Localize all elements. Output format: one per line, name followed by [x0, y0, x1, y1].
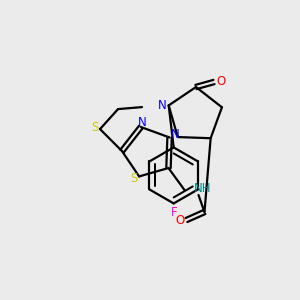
Text: F: F — [170, 206, 177, 219]
Text: N: N — [171, 128, 180, 141]
Text: O: O — [176, 214, 185, 226]
Text: S: S — [130, 172, 138, 185]
Text: S: S — [91, 121, 99, 134]
Text: NH: NH — [194, 182, 211, 194]
Text: N: N — [137, 116, 146, 128]
Text: N: N — [158, 99, 167, 112]
Text: O: O — [216, 74, 226, 88]
